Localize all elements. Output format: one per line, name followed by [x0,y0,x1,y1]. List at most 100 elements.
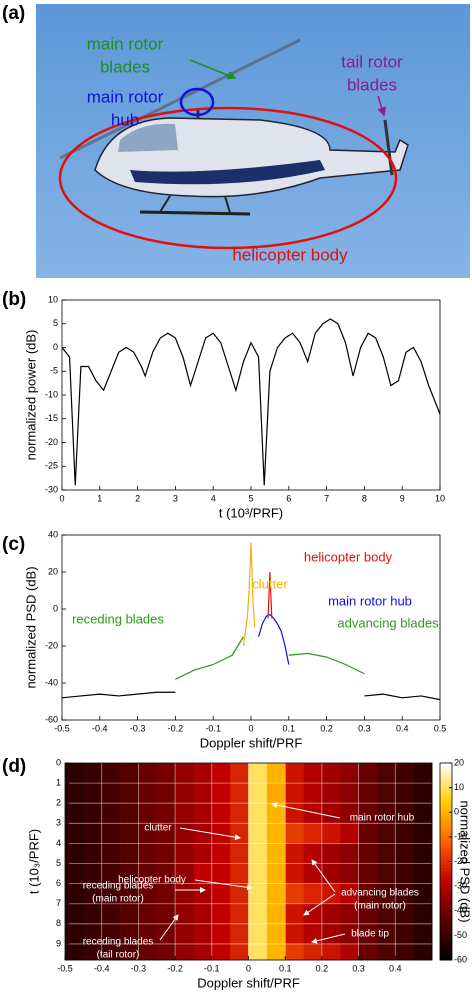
heat-cell [230,843,249,864]
colorbar-step [440,884,452,889]
heat-cell [340,763,359,784]
heat-cell [138,803,158,824]
heat-cell [285,903,304,925]
heat-cell [83,883,102,905]
heat-cell [321,943,341,961]
colorbar-step [440,874,452,879]
annotation: receding blades [72,611,164,626]
heat-cell [211,903,231,925]
x-tick-label: 7 [324,493,329,503]
strut [159,195,171,213]
colorbar-step [440,815,452,820]
heat-cell [193,843,213,864]
heat-cell [83,863,102,884]
x-tick-label: 0.2 [320,723,333,733]
heat-cell [156,863,176,884]
x-tick-label: 0.2 [316,963,329,973]
x-tick-label: 10 [435,493,445,503]
heat-cell [101,803,121,824]
y-tick-label: -20 [45,437,58,447]
heat-cell [303,923,323,945]
heat-cell [193,763,213,784]
heat-cell [413,783,433,804]
x-tick-label: 2 [135,493,140,503]
colorbar-step [440,933,452,938]
heat-cell [211,883,231,905]
tail-rotor [383,119,394,176]
helicopter-stripe [130,160,325,185]
colorbar-step [440,808,452,813]
y-axis-label: normalized PSD (dB) [23,566,38,688]
colorbar-step [440,779,452,784]
y-tick-label: 4 [56,838,61,848]
x-axis-label: Doppler shift/PRF [200,735,303,750]
heat-cell [101,923,121,945]
data-line [175,636,365,680]
heat-cell [321,843,341,864]
heat-cell [138,763,158,784]
colorbar-step [440,825,452,830]
heat-cell [101,883,121,905]
heat-cell [230,803,249,824]
colorbar-step [440,789,452,794]
heat-cell [376,923,396,945]
colorbar-tick-label: 0 [454,807,459,817]
colorbar-step [440,851,452,856]
colorbar-step [440,818,452,823]
annotation: helicopter body [232,245,348,264]
y-tick-label: -10 [45,389,58,399]
heat-cell [340,923,359,945]
heat-cell [230,903,249,925]
heat-cell [266,923,286,945]
heat-cell [321,903,341,925]
x-tick-label: -0.2 [168,723,184,733]
colorbar-step [440,766,452,771]
heat-cell [248,763,268,784]
heat-cell [376,943,396,961]
heat-cell [65,943,84,961]
heat-cell [156,803,176,824]
heat-cell [175,903,194,925]
annotation: hub [111,110,139,129]
x-axis-label: t (10³/PRF) [219,505,283,520]
colorbar-step [440,861,452,866]
heat-cell [413,943,433,961]
y-tick-label: -30 [45,484,58,494]
x-tick-label: 0.3 [358,723,371,733]
colorbar-step [440,904,452,908]
heat-cell [156,883,176,905]
heat-cell [340,783,359,804]
colorbar-tick-label: -40 [454,905,467,915]
heat-cell [303,843,323,864]
arrow [194,879,253,891]
colorbar-step [440,887,452,892]
heat-cell [83,843,102,864]
colorbar-step [440,795,452,800]
heat-cell [303,763,323,784]
heat-cell [120,763,139,784]
heat-cell [230,943,249,961]
heat-cell [266,803,286,824]
x-tick-label: -0.3 [130,723,146,733]
x-tick-label: 0.1 [279,963,292,973]
hub-circle [179,87,215,117]
heat-cell [120,843,139,864]
colorbar-step [440,769,452,774]
annotation: helicopter body [118,875,186,886]
x-tick-label: 0 [59,493,64,503]
annotation: (main rotor) [354,901,406,912]
y-tick-label: 10 [48,294,58,304]
heat-cell [395,863,414,884]
heat-cell [65,803,84,824]
heat-cell [211,943,231,961]
y-tick-label: 5 [56,858,61,868]
heat-cell [395,823,414,844]
colorbar-step [440,845,452,849]
skid [139,210,251,216]
x-tick-label: -0.1 [204,963,220,973]
arrow [303,893,336,916]
colorbar-step [440,894,452,899]
heat-cell [266,863,286,884]
colorbar-step [440,950,452,954]
heat-cell [101,783,121,804]
